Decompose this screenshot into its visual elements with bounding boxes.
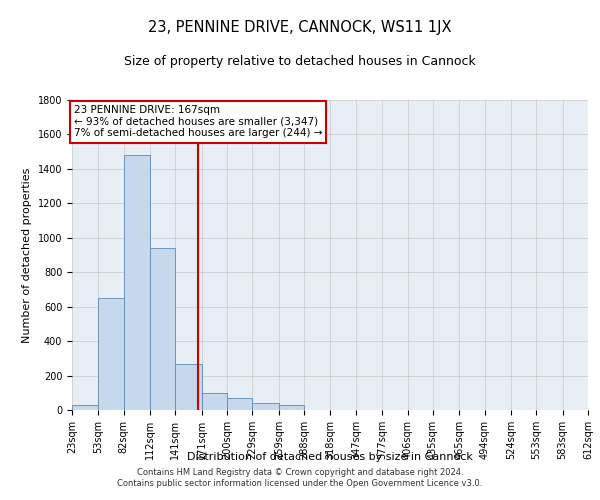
Bar xyxy=(150,248,175,410)
Bar xyxy=(124,155,150,410)
Text: 23 PENNINE DRIVE: 167sqm
← 93% of detached houses are smaller (3,347)
7% of semi: 23 PENNINE DRIVE: 167sqm ← 93% of detach… xyxy=(74,105,322,138)
Text: 23, PENNINE DRIVE, CANNOCK, WS11 1JX: 23, PENNINE DRIVE, CANNOCK, WS11 1JX xyxy=(148,20,452,35)
Bar xyxy=(72,405,98,410)
Text: Distribution of detached houses by size in Cannock: Distribution of detached houses by size … xyxy=(187,452,473,462)
Text: Size of property relative to detached houses in Cannock: Size of property relative to detached ho… xyxy=(124,55,476,68)
Bar xyxy=(175,364,202,410)
Bar xyxy=(227,398,253,410)
Bar xyxy=(279,405,304,410)
Y-axis label: Number of detached properties: Number of detached properties xyxy=(22,168,32,342)
Bar xyxy=(98,298,124,410)
Text: Contains HM Land Registry data © Crown copyright and database right 2024.
Contai: Contains HM Land Registry data © Crown c… xyxy=(118,468,482,487)
Bar xyxy=(253,403,279,410)
Bar xyxy=(202,393,227,410)
